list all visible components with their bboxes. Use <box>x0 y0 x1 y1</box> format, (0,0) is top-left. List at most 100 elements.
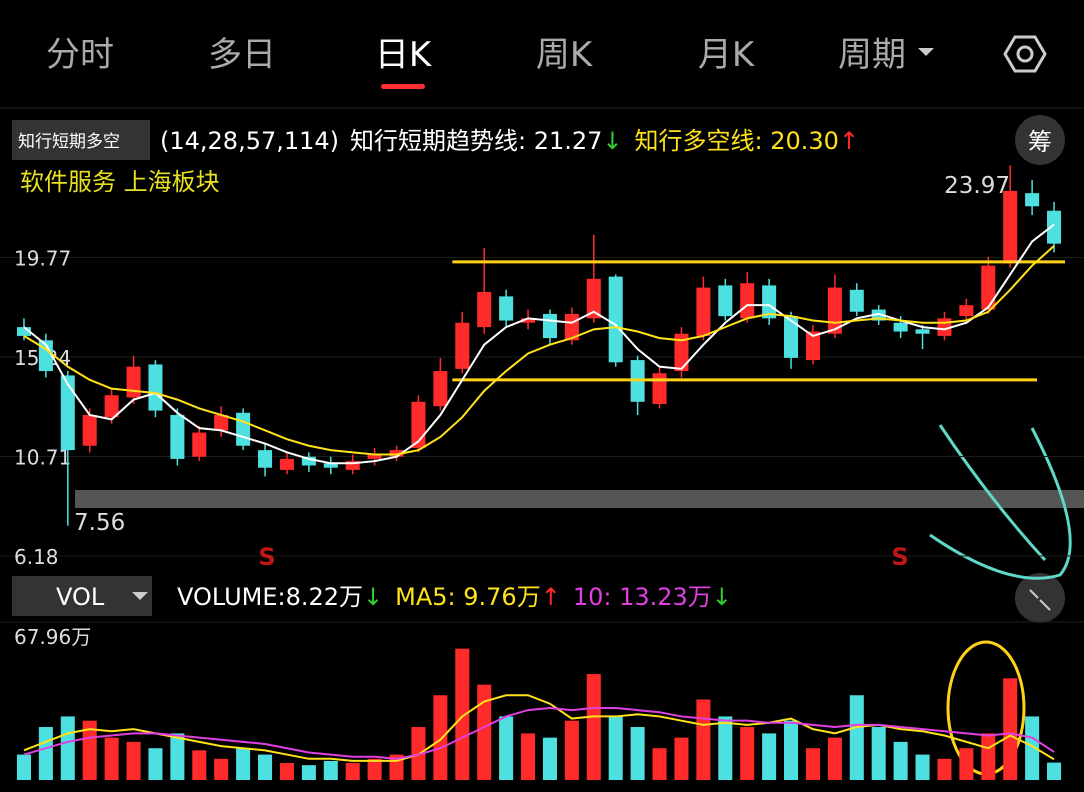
volume-bar <box>784 720 799 780</box>
volume-bar <box>279 763 294 780</box>
candle-body <box>126 366 141 398</box>
candle-body <box>608 276 623 363</box>
candle-body <box>345 461 360 470</box>
dropdown-arrow <box>918 48 934 68</box>
settings-hex[interactable] <box>1003 35 1047 73</box>
candle-body <box>805 331 820 361</box>
volume-bar <box>893 741 908 780</box>
volume-bar <box>477 684 492 780</box>
vol-selector[interactable]: VOL <box>56 583 105 611</box>
tab[interactable]: 多日 <box>208 35 276 75</box>
tab[interactable]: 分时 <box>46 35 114 75</box>
volume-bar <box>959 748 974 780</box>
chip-button-bg[interactable] <box>1015 115 1065 165</box>
volume-bar <box>981 733 996 780</box>
candle-body <box>82 414 97 446</box>
volume-bar <box>323 760 338 780</box>
signal: S <box>258 543 275 571</box>
volume-bar <box>915 754 930 780</box>
indicator-params: (14,28,57,114) <box>160 127 339 155</box>
signal: S <box>891 543 908 571</box>
tab[interactable]: 月K <box>698 35 756 75</box>
settings-dot[interactable] <box>1016 45 1034 63</box>
candle-body <box>389 450 404 457</box>
volume-bar <box>827 737 842 780</box>
volume-bar <box>937 758 952 780</box>
candle-body <box>1047 210 1062 244</box>
tab[interactable]: 周K <box>536 35 594 75</box>
candle-body <box>455 322 470 369</box>
candle-body <box>1025 193 1040 207</box>
candle-body <box>718 285 733 317</box>
candle-body <box>236 412 251 446</box>
candle-body <box>367 454 382 459</box>
candle-body <box>192 432 207 457</box>
legend-part: : 13.23万 <box>603 583 711 611</box>
candle-body <box>1003 190 1018 264</box>
legend-part: ↓ <box>363 583 383 611</box>
ma-line <box>23 223 1055 465</box>
indicator-box[interactable] <box>12 120 150 160</box>
volume-bar <box>126 741 141 780</box>
legend-part: 10 <box>573 583 604 611</box>
legend-part: VOLUME <box>177 583 278 611</box>
volume-bar <box>630 727 645 780</box>
legend-part: : 20.30 <box>755 127 839 155</box>
volume-bar <box>16 754 31 780</box>
candle-body <box>542 313 557 339</box>
volume-bar <box>170 733 185 780</box>
volume-bar <box>542 737 557 780</box>
expand-icon <box>1029 589 1051 611</box>
volume-bar <box>1047 762 1062 780</box>
candle-body <box>586 278 601 319</box>
vol-box[interactable] <box>12 576 152 616</box>
vol-arrow <box>132 592 148 600</box>
low-label: 7.56 <box>74 510 125 536</box>
tab-underline <box>381 84 425 89</box>
volume-bar <box>871 727 886 780</box>
volume-bar <box>499 716 514 780</box>
legend-part: : 21.27 <box>518 127 602 155</box>
legend-part: : 9.76万 <box>448 583 541 611</box>
volume-bar <box>258 754 273 780</box>
legend-part: 知行短期趋势线 <box>350 127 518 155</box>
candle-body <box>60 375 75 451</box>
volume-bar <box>104 737 119 780</box>
candle-body <box>849 289 864 312</box>
volume-bar <box>433 695 448 780</box>
volume-bar <box>192 750 207 780</box>
tab[interactable]: 日K <box>375 35 433 75</box>
expand-button[interactable] <box>1015 573 1065 623</box>
tab[interactable]: 周期 <box>838 35 906 75</box>
candle-body <box>214 414 229 431</box>
volume-bar <box>148 748 163 780</box>
y-tick-label: 67.96万 <box>14 625 91 649</box>
volume-bar <box>718 716 733 780</box>
sector-label: 软件服务 上海板块 <box>20 168 220 196</box>
candle-body <box>279 458 294 470</box>
volume-bar <box>849 695 864 780</box>
high-label: 23.97 <box>944 173 1010 199</box>
volume-bar <box>301 765 316 780</box>
legend: VOLUME:8.22万↓ MA5: 9.76万↑ 10: 13.23万↓ <box>177 583 732 611</box>
candle-body <box>104 395 119 418</box>
volume-bar <box>60 716 75 780</box>
volume-bar <box>38 727 53 780</box>
volume-bar <box>367 758 382 780</box>
candle-body <box>740 283 755 319</box>
volume-bar <box>805 748 820 780</box>
legend-part: :8.22万 <box>278 583 364 611</box>
legend-part: MA5 <box>395 583 447 611</box>
chip-button[interactable]: 筹 <box>1028 128 1052 156</box>
legend-part: ↑ <box>839 127 859 155</box>
volume-bar <box>586 674 601 780</box>
candle-body <box>477 291 492 328</box>
indicator-name[interactable]: 知行短期多空 <box>18 132 120 152</box>
legend-part: 知行多空线 <box>635 127 755 155</box>
settings-icon[interactable] <box>1003 35 1047 73</box>
volume-bar <box>236 748 251 780</box>
volume-bar <box>82 720 97 780</box>
volume-bar <box>1003 678 1018 780</box>
volume-bar <box>674 737 689 780</box>
